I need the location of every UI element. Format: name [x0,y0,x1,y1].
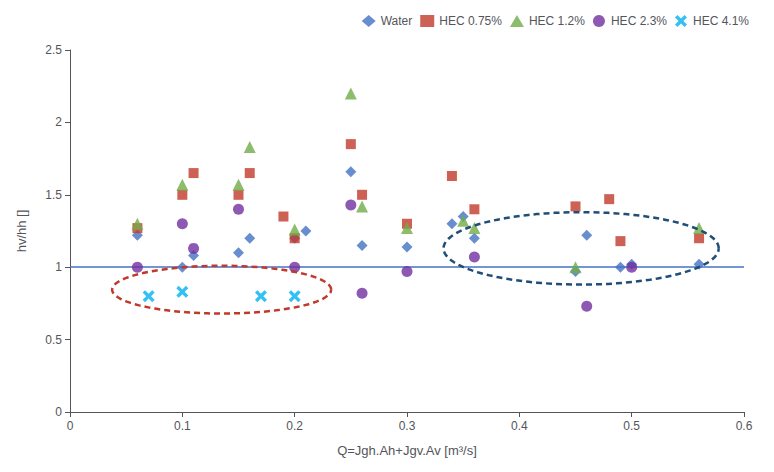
svg-text:0.4: 0.4 [511,419,528,433]
svg-text:0.5: 0.5 [45,333,62,347]
svg-text:HEC 1.2%: HEC 1.2% [529,14,585,28]
svg-text:0: 0 [67,419,74,433]
svg-text:0.2: 0.2 [286,419,303,433]
svg-text:1.5: 1.5 [45,188,62,202]
svg-text:Water: Water [381,14,413,28]
svg-text:2.5: 2.5 [45,43,62,57]
svg-text:HEC 4.1%: HEC 4.1% [693,14,749,28]
svg-text:0.5: 0.5 [623,419,640,433]
svg-text:0.3: 0.3 [399,419,416,433]
svg-text:0.6: 0.6 [736,419,753,433]
svg-text:1: 1 [55,260,62,274]
svg-text:0: 0 [55,405,62,419]
svg-text:hv/hh []: hv/hh [] [14,210,29,253]
svg-text:2: 2 [55,115,62,129]
svg-text:HEC 0.75%: HEC 0.75% [439,14,502,28]
svg-text:HEC 2.3%: HEC 2.3% [611,14,667,28]
svg-text:Q=Jgh.Ah+Jgv.Av [m³/s]: Q=Jgh.Ah+Jgv.Av [m³/s] [337,443,477,458]
svg-text:0.1: 0.1 [174,419,191,433]
